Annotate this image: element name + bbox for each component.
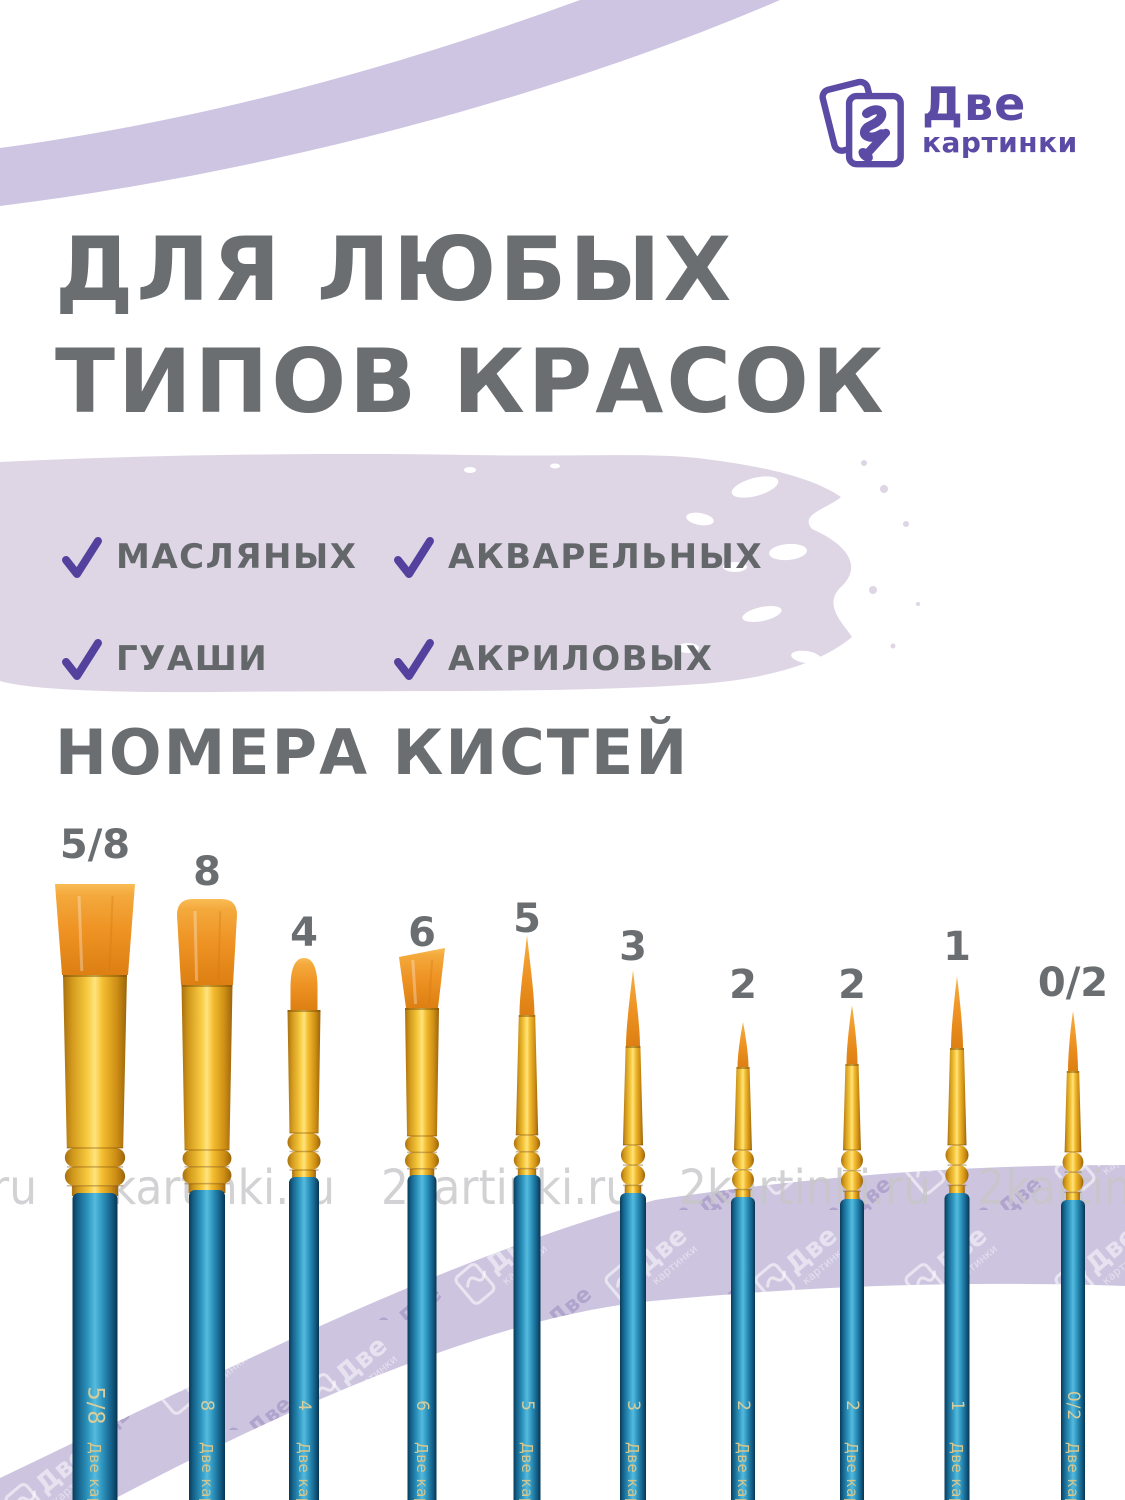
brush-size-label: 6	[408, 910, 436, 956]
handle-brand-print: Две картинки	[198, 1442, 216, 1500]
handle-size-print: 1	[947, 1400, 967, 1412]
paint-type-label: ГУАШИ	[116, 639, 269, 679]
brush-0-2-9: 0/2 Две картинки	[1061, 1011, 1085, 1500]
watermark-text: 2kartinki.ru	[977, 1160, 1125, 1216]
handle-size-print: 6	[412, 1400, 432, 1412]
brush-bristles	[1068, 1011, 1078, 1071]
section-title: НОМЕРА КИСТЕЙ	[55, 716, 690, 789]
paint-type-label: АКРИЛОВЫХ	[448, 639, 714, 679]
brush-size-label: 5	[513, 896, 541, 942]
brush-5-8-0: 5/8 Две картинки	[55, 884, 135, 1500]
brush-bristles	[519, 935, 535, 1015]
paint-type-label: МАСЛЯНЫХ	[116, 537, 358, 577]
handle-size-print: 5	[517, 1400, 537, 1412]
brush-ferrule	[287, 1010, 321, 1133]
brush-1-8: 1 Две картинки	[944, 976, 970, 1500]
handle-brand-print: Две картинки	[1064, 1442, 1082, 1500]
paint-stroke-band	[0, 453, 920, 693]
brush-ferrule	[405, 1008, 439, 1136]
paint-type-item: АКВАРЕЛЬНЫХ	[390, 534, 763, 580]
checkmark-icon	[394, 537, 434, 578]
brush-ferrule	[181, 985, 233, 1150]
brush-handle	[407, 1175, 437, 1500]
brush-3-5: 3 Две картинки	[620, 970, 646, 1500]
brush-bristles	[290, 958, 318, 1010]
handle-size-print: 2	[842, 1400, 862, 1412]
brush-size-label: 5/8	[59, 822, 131, 868]
brush-2-6: 2 Две картинки	[731, 1022, 755, 1500]
handle-size-print: 2	[733, 1400, 753, 1412]
top-swoosh-band	[0, 0, 780, 206]
brush-size-label: 3	[619, 924, 647, 970]
handle-size-print: 5/8	[82, 1386, 108, 1425]
handle-size-print: 4	[294, 1400, 314, 1412]
handle-brand-print: Две картинки	[518, 1442, 536, 1500]
brush-size-label: 2	[838, 962, 866, 1008]
brush-bristles	[177, 899, 237, 985]
handle-size-print: 0/2	[1063, 1391, 1083, 1421]
two-pictures-brush-icon	[819, 78, 904, 168]
brand-name: Две	[922, 77, 1027, 131]
brush-size-label: 0/2	[1037, 960, 1109, 1006]
brush-handle	[840, 1199, 864, 1500]
handle-brand-print: Две картинки	[295, 1442, 313, 1500]
brush-bristles	[846, 1005, 858, 1064]
brush-bristles	[626, 970, 640, 1046]
brush-handle	[72, 1193, 118, 1500]
brand-name-2: картинки	[922, 126, 1078, 159]
brush-handle	[289, 1177, 319, 1500]
paint-type-item: ГУАШИ	[58, 636, 268, 682]
handle-brand-print: Две картинки	[734, 1442, 752, 1500]
brush-set: 5/8 Две картинки 8 Две картинки 4 Две картинк…	[55, 884, 1085, 1500]
heading-line-1: ДЛЯ ЛЮБЫХ	[55, 218, 735, 321]
brush-ferrule	[1064, 1071, 1082, 1152]
main-heading: ДЛЯ ЛЮБЫХ ТИПОВ КРАСОК	[55, 214, 887, 438]
brush-size-label: 2	[729, 962, 757, 1008]
brush-ferrule	[622, 1046, 644, 1145]
brush-handle	[731, 1197, 755, 1500]
handle-brand-print: Две картинки	[86, 1442, 104, 1500]
brush-bristles	[951, 976, 963, 1048]
brush-4-2: 4 Две картинки	[287, 958, 321, 1500]
brush-handle	[513, 1175, 541, 1500]
brush-bristles	[55, 884, 135, 975]
brush-size-label: 1	[943, 924, 971, 970]
paint-type-item: МАСЛЯНЫХ	[58, 534, 357, 580]
brush-bristles	[399, 948, 445, 1008]
brush-ferrule	[515, 1015, 539, 1135]
handle-size-print: 8	[197, 1400, 218, 1412]
paint-type-item: АКРИЛОВЫХ	[390, 636, 713, 682]
checkmark-icon	[62, 537, 102, 578]
brush-handle	[944, 1193, 970, 1500]
brand-logo: Две картинки	[816, 72, 1078, 168]
checkmark-icon	[394, 639, 434, 680]
handle-size-print: 3	[623, 1400, 643, 1412]
paint-type-label: АКВАРЕЛЬНЫХ	[448, 537, 764, 577]
checkmark-icon	[62, 639, 102, 680]
brush-ferrule	[843, 1064, 861, 1150]
handle-brand-print: Две картинки	[948, 1442, 966, 1500]
brush-bristles	[737, 1022, 749, 1067]
brush-size-label: 4	[290, 910, 318, 956]
brush-size-label: 8	[193, 849, 221, 895]
brush-6-3: 6 Две картинки	[399, 948, 445, 1500]
brush-handle	[189, 1190, 225, 1500]
heading-line-2: ТИПОВ КРАСОК	[55, 330, 887, 433]
brush-ferrule	[63, 975, 127, 1148]
brush-handle	[1061, 1200, 1085, 1500]
brush-ferrule	[734, 1067, 752, 1150]
brush-ferrule	[947, 1048, 967, 1145]
watermark-text: 2kartinki.ru	[0, 1160, 37, 1216]
brush-5-4: 5 Две картинки	[513, 935, 541, 1500]
handle-brand-print: Две картинки	[624, 1442, 642, 1500]
watermark-text: 2kartinki.ru	[679, 1160, 931, 1216]
handle-brand-print: Две картинки	[843, 1442, 861, 1500]
brush-handle	[620, 1193, 646, 1500]
brush-2-7: 2 Две картинки	[840, 1005, 864, 1500]
handle-brand-print: Две картинки	[413, 1442, 431, 1500]
brush-8-1: 8 Две картинки	[177, 899, 237, 1500]
